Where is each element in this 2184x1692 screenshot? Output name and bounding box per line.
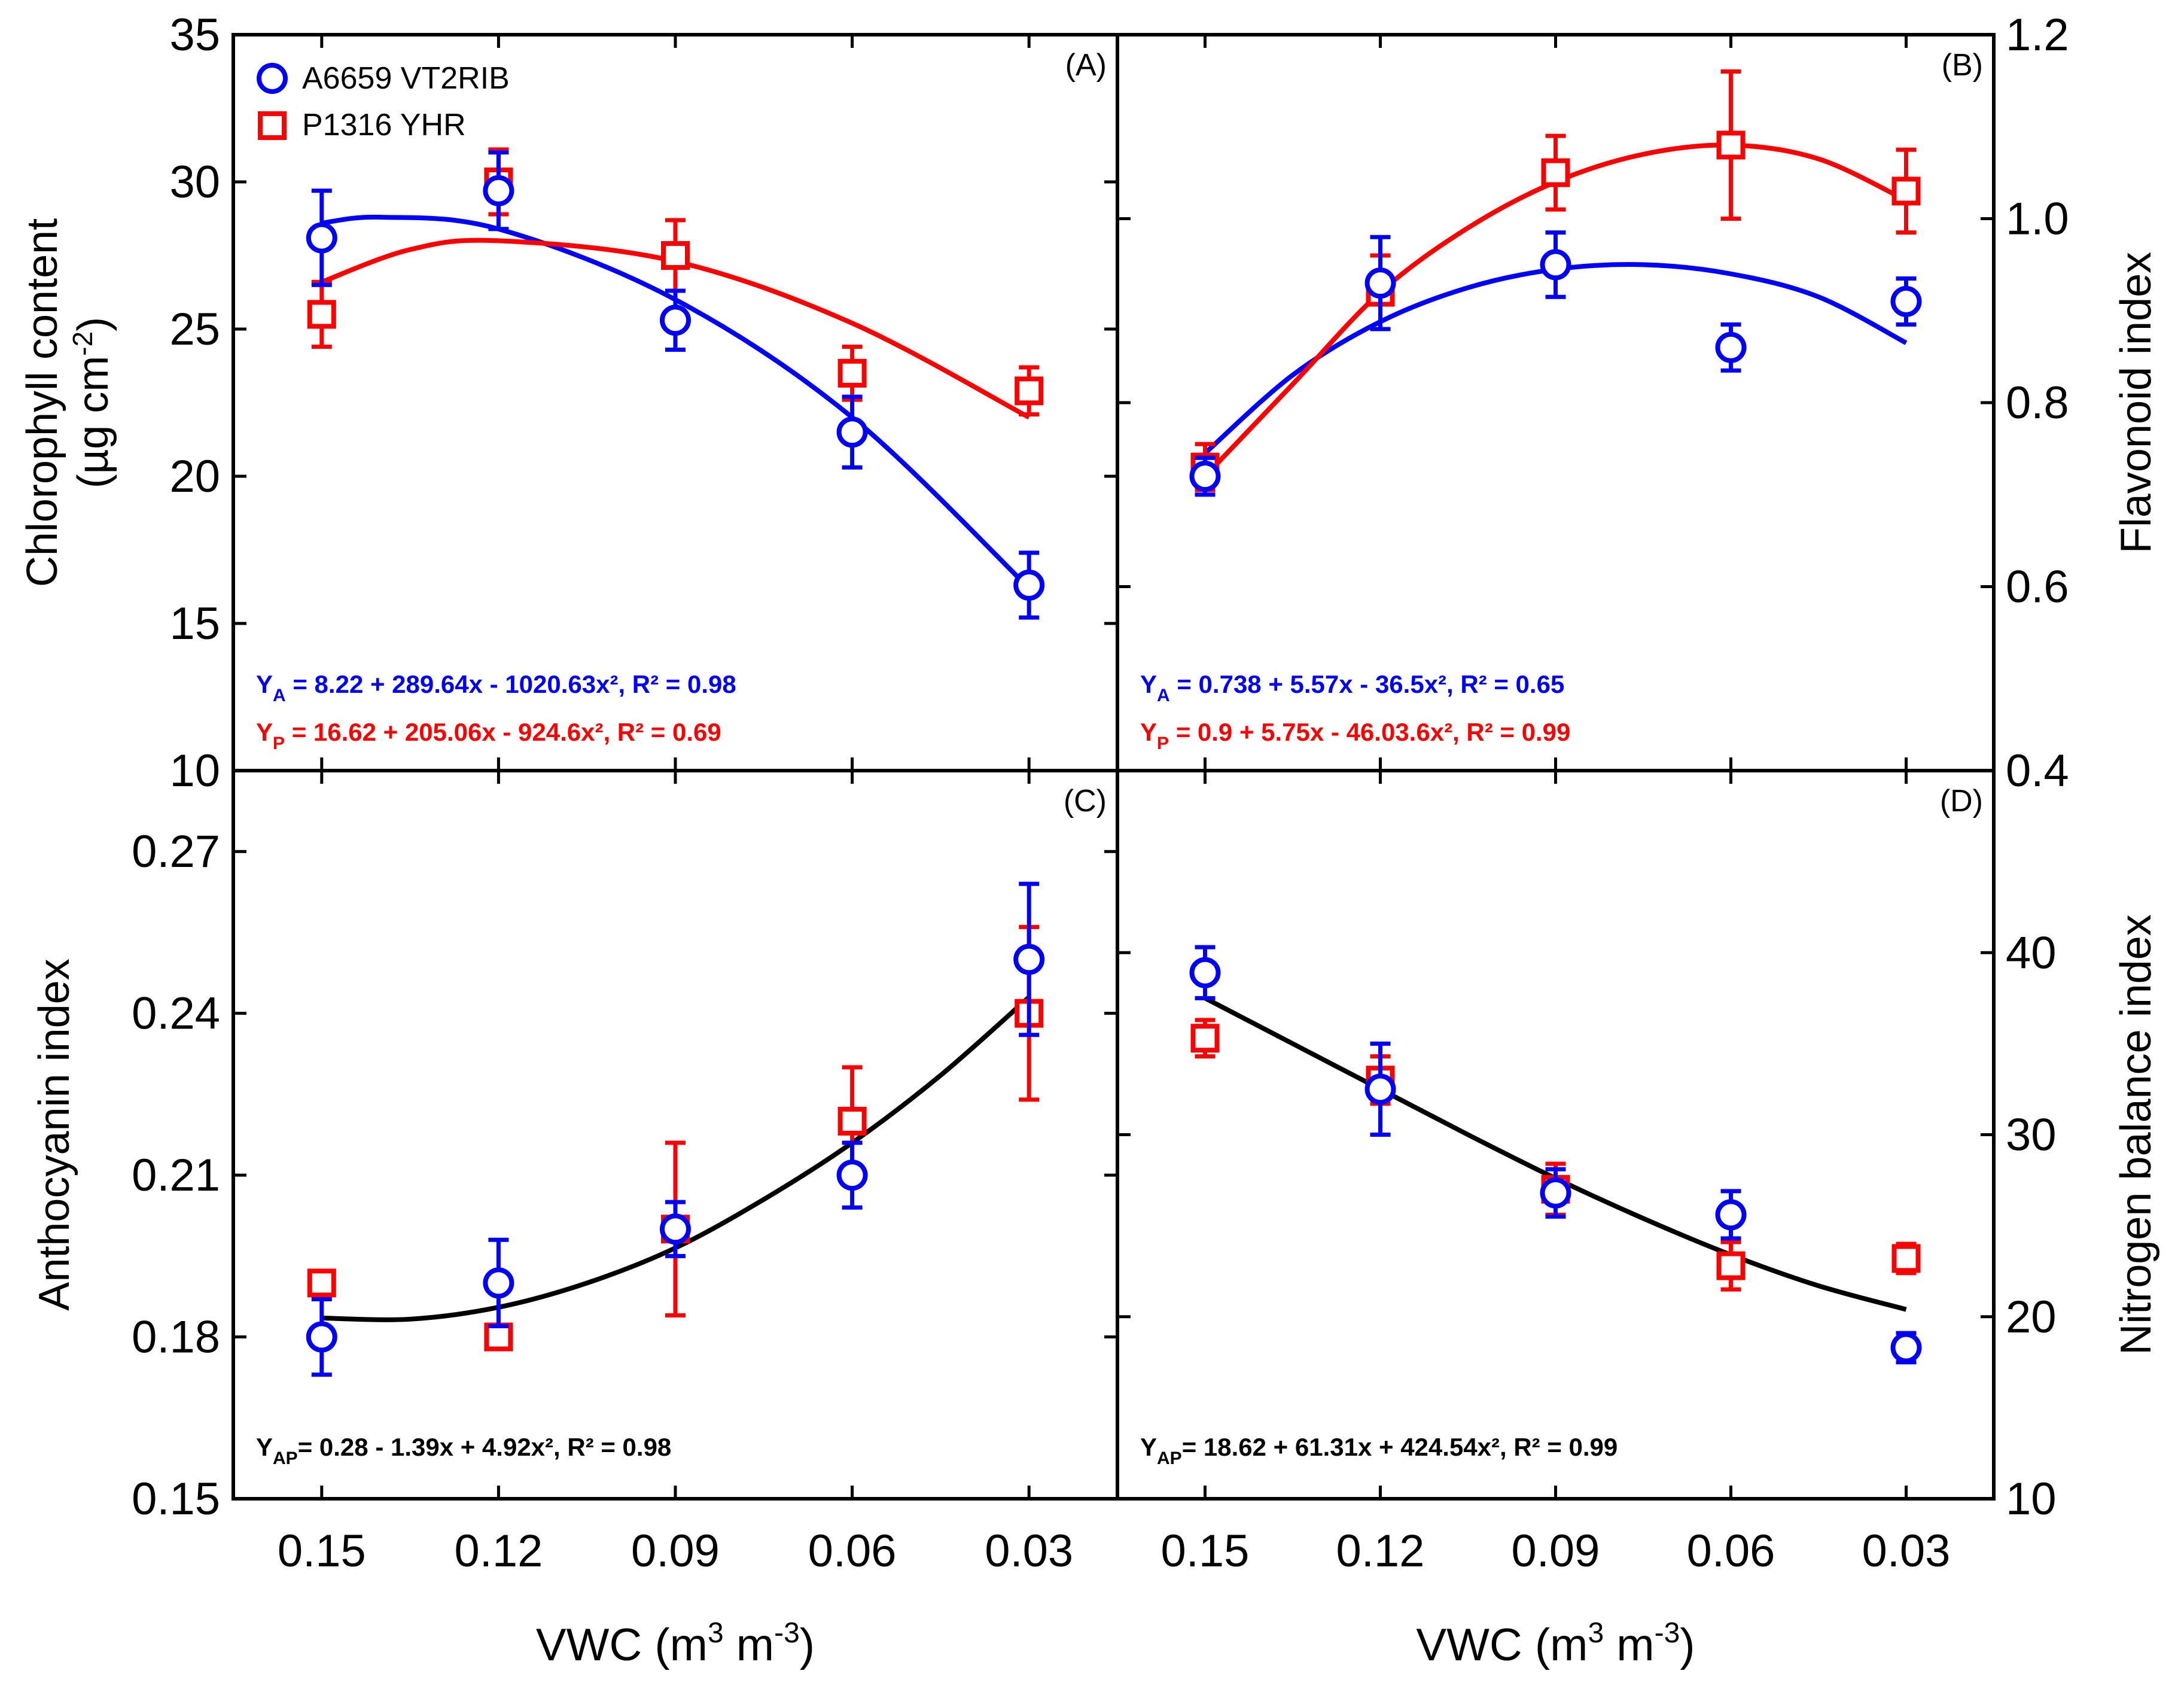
fit-equation: YP = 16.62 + 205.06x - 924.6x², R² = 0.6… — [256, 718, 721, 753]
x-tick-label: 0.06 — [808, 1526, 897, 1577]
data-point-p1316 — [1891, 1244, 1921, 1273]
y-axis-title-units: (µg cm-2) — [67, 317, 117, 488]
legend-marker-circle — [257, 63, 288, 94]
fit-curve — [321, 238, 1031, 420]
data-point-a6659 — [1364, 1073, 1396, 1105]
fit-curve — [1204, 996, 1907, 1312]
panel-c: 0.15 0.18 0.21 0.24 0.27 Anthocyanin index (C)… — [31, 771, 1117, 1524]
legend-marker-square — [258, 111, 287, 140]
data-point-a6659 — [1715, 331, 1747, 363]
data-point-a6659 — [660, 1213, 691, 1245]
data-point-p1316 — [307, 1268, 336, 1298]
y-tick-label: 0.4 — [2006, 745, 2069, 796]
data-point-a6659 — [1715, 1199, 1747, 1231]
panel-d: 10 20 30 40 Nitrogen balance index (D) YAP= 18… — [1117, 771, 2160, 1524]
y-tick-label: 0.21 — [132, 1150, 220, 1201]
legend-label-a6659: A6659 VT2RIB — [302, 61, 510, 96]
y-tick-label: 0.18 — [132, 1312, 220, 1363]
y-tick-label: 0.15 — [132, 1474, 220, 1524]
legend-label-p1316: P1316 YHR — [302, 108, 466, 142]
y-tick-label: 20 — [2006, 1292, 2057, 1343]
y-tick-label: 0.6 — [2006, 562, 2069, 613]
y-tick-label: 25 — [169, 304, 220, 355]
y-tick-label: 10 — [2006, 1474, 2057, 1524]
data-point-p1316 — [837, 358, 867, 388]
data-point-p1316 — [661, 241, 690, 270]
panel-a: 10 15 20 25 30 35 Chlorophyll content (µg cm-2)… — [19, 10, 1117, 796]
data-point-a6659 — [1540, 1177, 1571, 1209]
y-tick-label: 0.8 — [2006, 378, 2069, 428]
data-point-a6659 — [1890, 1332, 1922, 1364]
y-tick-label: 1.2 — [2006, 10, 2069, 60]
x-tick-label: 0.15 — [1161, 1526, 1250, 1577]
y-axis-title: Flavonoid index — [2112, 252, 2160, 553]
y-tick-label: 1.0 — [2006, 194, 2069, 245]
x-tick-label: 0.12 — [1336, 1526, 1425, 1577]
data-point-a6659 — [483, 1267, 514, 1299]
data-point-a6659 — [1890, 285, 1922, 317]
data-point-a6659 — [1013, 944, 1045, 975]
data-point-a6659 — [1364, 267, 1396, 299]
data-point-a6659 — [483, 175, 514, 206]
fit-curve — [321, 995, 1031, 1322]
y-tick-label: 40 — [2006, 927, 2057, 978]
x-tick-label: 0.09 — [1512, 1526, 1600, 1577]
y-tick-label: 20 — [169, 451, 220, 502]
data-point-p1316 — [1716, 130, 1746, 160]
panel-label: (C) — [1064, 784, 1107, 818]
y-axis-title: Anthocyanin index — [31, 958, 78, 1310]
y-tick-label: 35 — [169, 10, 220, 60]
data-point-a6659 — [836, 1160, 868, 1191]
panel-b: 0.4 0.6 0.8 1.0 1.2 Flavonoid index (B) YA = 0.… — [1117, 10, 2160, 796]
panel-label: (B) — [1942, 48, 1983, 83]
data-point-p1316 — [1891, 176, 1921, 206]
x-axis-title: VWC (m3 m-3) — [536, 1617, 815, 1670]
data-point-a6659 — [1189, 957, 1221, 988]
x-tick-label: 0.06 — [1687, 1526, 1775, 1577]
data-point-a6659 — [1189, 461, 1221, 492]
data-point-a6659 — [1540, 249, 1571, 281]
fit-equation: YA = 8.22 + 289.64x - 1020.63x², R² = 0.… — [256, 670, 736, 705]
data-point-p1316 — [307, 300, 336, 329]
x-tick-label: 0.09 — [631, 1526, 720, 1577]
data-point-a6659 — [1013, 570, 1045, 601]
fit-equation: YA = 0.738 + 5.57x - 36.5x², R² = 0.65 — [1140, 670, 1564, 705]
fit-curve — [321, 214, 1031, 590]
y-axis-title: Chlorophyll content — [19, 218, 66, 587]
data-point-p1316 — [1015, 376, 1044, 406]
y-axis-title: Nitrogen balance index — [2112, 914, 2160, 1355]
data-point-p1316 — [1541, 158, 1570, 187]
y-tick-label: 30 — [2006, 1110, 2057, 1161]
fit-equation: YAP= 0.28 - 1.39x + 4.92x², R² = 0.98 — [256, 1433, 671, 1468]
x-tick-label: 0.03 — [985, 1526, 1073, 1577]
x-tick-label: 0.15 — [278, 1526, 366, 1577]
y-tick-label: 0.27 — [132, 826, 220, 877]
data-point-a6659 — [306, 1321, 337, 1353]
fit-equation: YAP= 18.62 + 61.31x + 424.54x², R² = 0.9… — [1140, 1433, 1618, 1468]
fit-equation: YP = 0.9 + 5.75x - 46.03.6x², R² = 0.99 — [1140, 718, 1570, 753]
x-tick-label: 0.03 — [1862, 1526, 1951, 1577]
x-tick-label: 0.12 — [454, 1526, 543, 1577]
data-point-a6659 — [660, 305, 691, 336]
panel-label: (D) — [1940, 784, 1983, 818]
x-axis-title: VWC (m3 m-3) — [1416, 1617, 1695, 1670]
y-tick-label: 30 — [169, 157, 220, 208]
y-tick-label: 0.24 — [132, 988, 220, 1039]
data-point-p1316 — [837, 1106, 867, 1136]
data-point-a6659 — [306, 222, 337, 254]
panel-label: (A) — [1065, 48, 1107, 83]
y-tick-label: 15 — [169, 598, 220, 649]
data-point-p1316 — [1190, 1024, 1220, 1053]
data-point-p1316 — [484, 1322, 513, 1352]
data-point-a6659 — [836, 416, 868, 448]
data-point-p1316 — [1716, 1251, 1746, 1280]
y-tick-label: 10 — [169, 745, 220, 796]
